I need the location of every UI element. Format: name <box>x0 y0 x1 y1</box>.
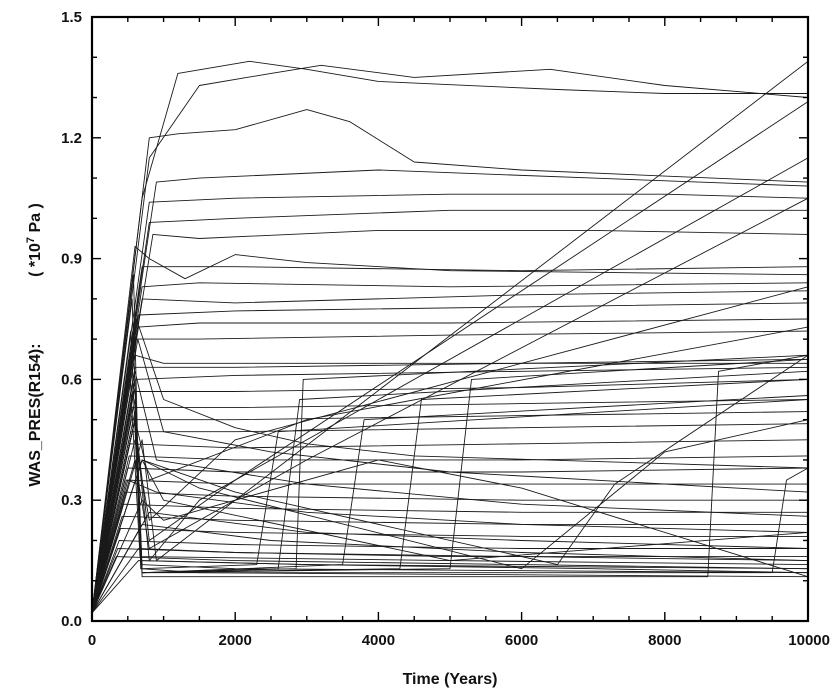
series-layer <box>92 60 808 614</box>
y-tick-label: 0.3 <box>61 492 82 509</box>
x-axis-title: Time (Years) <box>403 671 498 688</box>
y-tick-label: 0.6 <box>61 371 82 388</box>
series-line-44 <box>92 395 808 613</box>
series-line-9 <box>92 266 808 613</box>
series-line-33 <box>92 274 808 613</box>
series-line-53 <box>92 286 808 614</box>
series-line-28 <box>92 515 808 614</box>
series-line-49 <box>92 60 808 614</box>
series-line-48 <box>92 419 808 613</box>
series-line-14 <box>92 330 808 613</box>
series-line-62 <box>92 560 808 614</box>
series-line-31 <box>92 548 808 614</box>
series-line-4 <box>92 169 808 613</box>
x-tick-label: 0 <box>88 632 96 649</box>
series-line-43 <box>92 354 808 613</box>
series-line-38 <box>92 338 808 613</box>
series-line-36 <box>92 358 808 613</box>
y-tick-label: 0.0 <box>61 613 82 630</box>
series-line-29 <box>92 527 808 614</box>
series-line-41 <box>92 378 808 613</box>
series-line-39 <box>92 370 808 613</box>
tick-layer <box>91 16 809 622</box>
series-line-54 <box>92 326 808 613</box>
y-axis-unit: ( *107 Pa ) <box>25 203 44 277</box>
series-line-1 <box>92 60 808 613</box>
y-axis-title: WAS_PRES(R154): <box>27 343 44 486</box>
series-line-25 <box>92 479 808 614</box>
series-line-56 <box>92 419 808 614</box>
series-line-3 <box>92 109 808 613</box>
x-tick-label: 10000 <box>788 632 830 649</box>
series-line-19 <box>92 399 808 613</box>
series-line-30 <box>92 540 808 614</box>
series-line-13 <box>92 318 808 613</box>
series-line-22 <box>92 439 808 613</box>
y-tick-label: 0.9 <box>61 251 82 268</box>
label-layer: 0 2000 4000 6000 8000 10000 0.0 0.3 0.6 0.9 1.2 1.5 <box>61 9 830 649</box>
series-line-7 <box>92 229 808 613</box>
series-line-6 <box>92 209 808 613</box>
y-unit-exponent: 7 <box>25 237 37 243</box>
series-line-61 <box>92 548 808 614</box>
series-line-57 <box>92 354 808 614</box>
series-line-60 <box>92 523 808 614</box>
series-line-58 <box>92 459 808 614</box>
series-line-2 <box>92 64 808 613</box>
series-line-11 <box>92 290 808 613</box>
series-line-16 <box>92 362 808 613</box>
y-unit-suffix: Pa ) <box>27 203 44 237</box>
series-line-23 <box>92 455 808 614</box>
series-line-5 <box>92 193 808 613</box>
y-tick-label: 1.2 <box>61 130 82 147</box>
series-line-10 <box>92 282 808 613</box>
series-line-34 <box>92 298 808 613</box>
series-line-45 <box>92 378 808 613</box>
plot-frame <box>90 15 810 623</box>
x-tick-label: 2000 <box>219 632 252 649</box>
x-tick-label: 8000 <box>648 632 681 649</box>
x-tick-label: 6000 <box>505 632 538 649</box>
x-tick-label: 4000 <box>362 632 395 649</box>
y-unit-prefix: ( *10 <box>27 243 44 277</box>
y-tick-label: 1.5 <box>61 9 82 26</box>
series-line-18 <box>92 378 808 613</box>
svg-text:( *107 Pa ): ( *107 Pa ) <box>25 203 44 277</box>
